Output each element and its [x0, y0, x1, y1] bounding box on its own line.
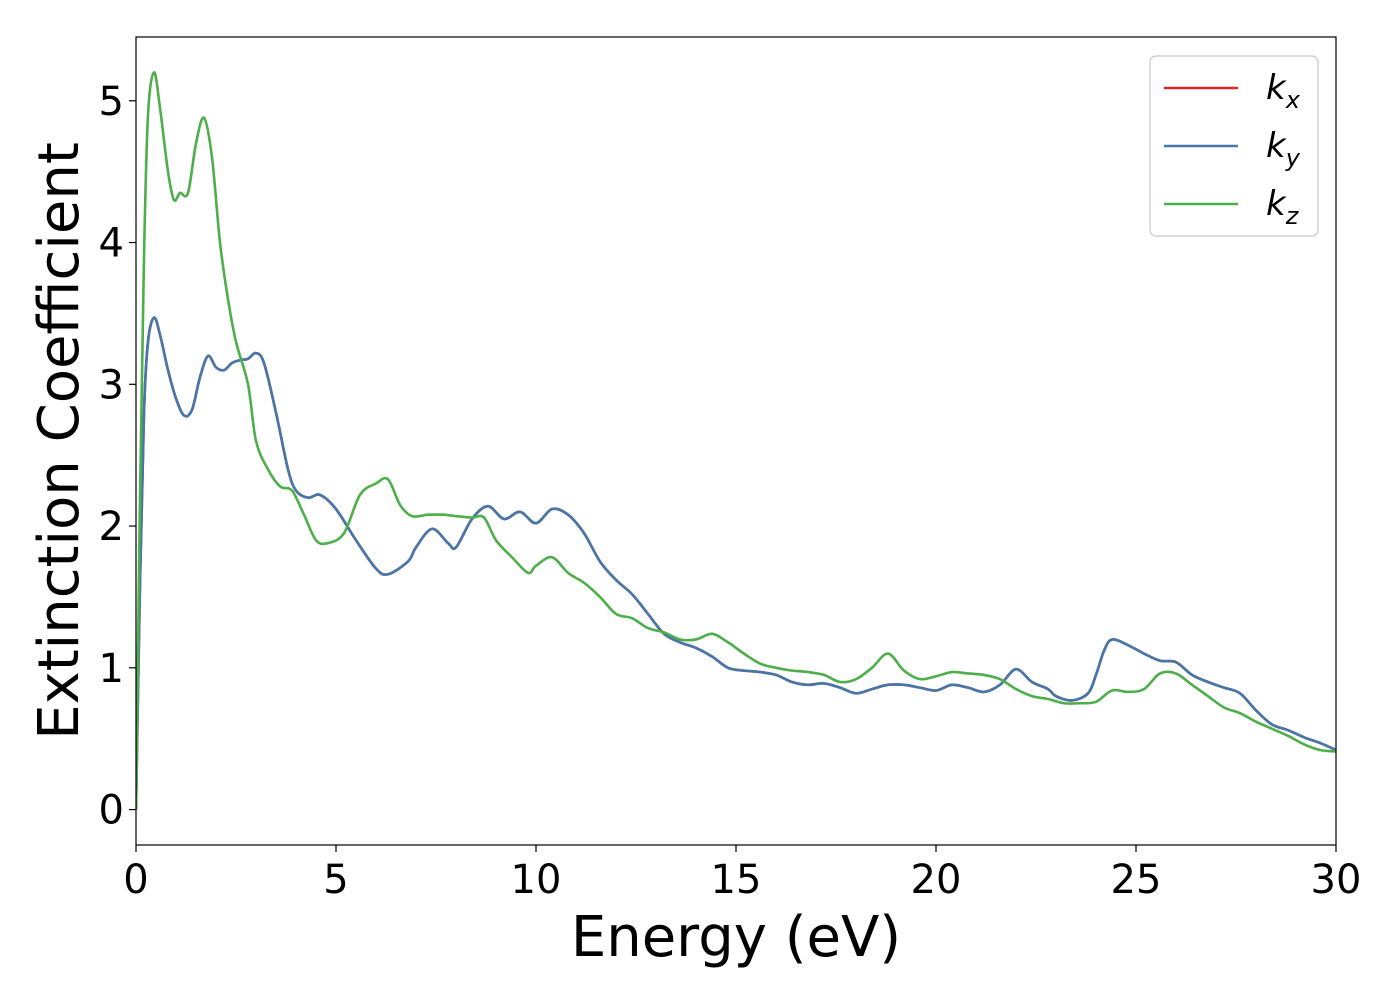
x-tick-label: 20 — [911, 857, 962, 903]
legend-label-ky: ky — [1266, 126, 1301, 172]
x-axis-label: Energy (eV) — [571, 905, 901, 970]
y-tick-label: 3 — [99, 362, 124, 408]
series-line-kx — [136, 316, 1336, 810]
x-tick-label: 10 — [511, 857, 562, 903]
x-tick-label: 15 — [711, 857, 762, 903]
legend-label-kz: kz — [1266, 184, 1300, 230]
series-line-ky — [136, 316, 1336, 810]
x-tick-label: 25 — [1111, 857, 1162, 903]
tick-layer: 0 5 10 15 20 25 30 0 1 2 3 4 5 — [99, 79, 1362, 903]
y-tick-label: 1 — [99, 646, 124, 692]
x-tick-label: 5 — [323, 857, 348, 903]
y-axis-label: Extinction Coefficient — [27, 142, 92, 740]
y-tick-label: 2 — [99, 504, 124, 550]
y-tick-label: 5 — [99, 79, 124, 125]
series-layer — [136, 71, 1336, 810]
series-line-kz — [136, 71, 1336, 810]
legend: kx ky kz — [1149, 55, 1319, 237]
legend-label-kx: kx — [1266, 68, 1301, 114]
y-tick-label: 0 — [99, 788, 124, 834]
x-tick-label: 0 — [123, 857, 148, 903]
y-tick-label: 4 — [99, 221, 124, 267]
x-tick-label: 30 — [1311, 857, 1362, 903]
